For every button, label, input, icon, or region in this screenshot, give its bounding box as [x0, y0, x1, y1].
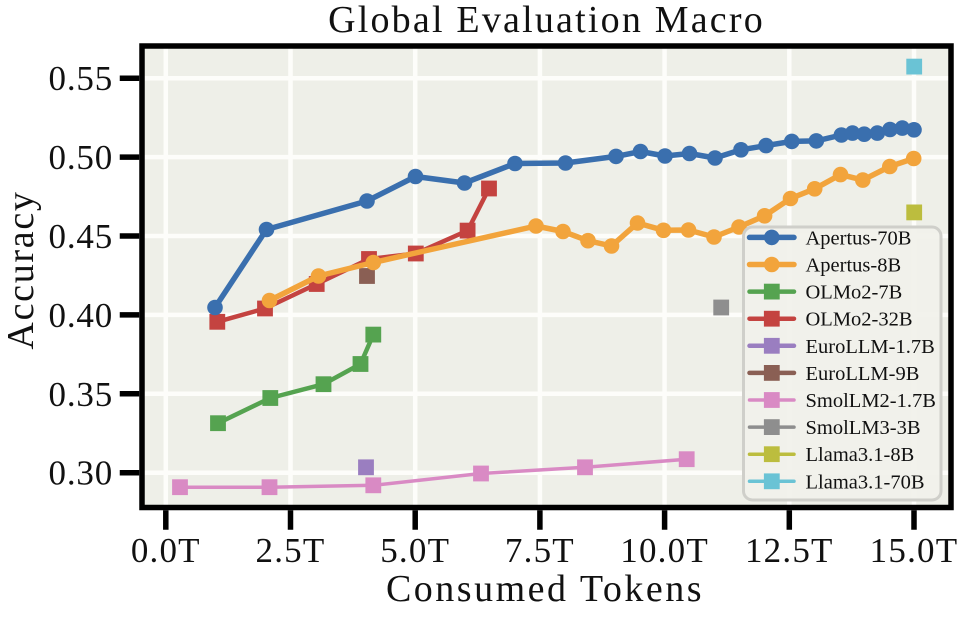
svg-text:Global Evaluation Macro: Global Evaluation Macro — [328, 0, 765, 41]
svg-text:Consumed Tokens: Consumed Tokens — [386, 568, 704, 610]
svg-text:0.45: 0.45 — [49, 217, 113, 256]
svg-text:7.5T: 7.5T — [505, 531, 575, 570]
svg-text:0.55: 0.55 — [49, 59, 113, 98]
svg-text:0.40: 0.40 — [49, 296, 113, 335]
svg-text:2.5T: 2.5T — [256, 531, 326, 570]
svg-text:Llama3.1-8B: Llama3.1-8B — [806, 444, 915, 466]
svg-text:OLMo2-7B: OLMo2-7B — [806, 282, 903, 304]
svg-text:EuroLLM-1.7B: EuroLLM-1.7B — [806, 336, 935, 358]
svg-text:Llama3.1-70B: Llama3.1-70B — [806, 471, 925, 493]
svg-text:Apertus-8B: Apertus-8B — [806, 255, 902, 277]
svg-text:SmolLM3-3B: SmolLM3-3B — [806, 417, 921, 439]
svg-text:0.50: 0.50 — [49, 138, 113, 177]
svg-text:OLMo2-32B: OLMo2-32B — [806, 309, 913, 331]
svg-text:Accuracy: Accuracy — [0, 190, 42, 349]
svg-text:15.0T: 15.0T — [870, 531, 959, 570]
svg-text:12.5T: 12.5T — [745, 531, 834, 570]
svg-text:SmolLM2-1.7B: SmolLM2-1.7B — [806, 390, 936, 412]
svg-text:5.0T: 5.0T — [380, 531, 450, 570]
svg-text:0.0T: 0.0T — [131, 531, 201, 570]
svg-text:EuroLLM-9B: EuroLLM-9B — [806, 363, 920, 385]
svg-text:Apertus-70B: Apertus-70B — [806, 227, 912, 249]
svg-text:0.30: 0.30 — [49, 454, 113, 493]
svg-text:0.35: 0.35 — [49, 375, 113, 414]
svg-text:10.0T: 10.0T — [620, 531, 709, 570]
